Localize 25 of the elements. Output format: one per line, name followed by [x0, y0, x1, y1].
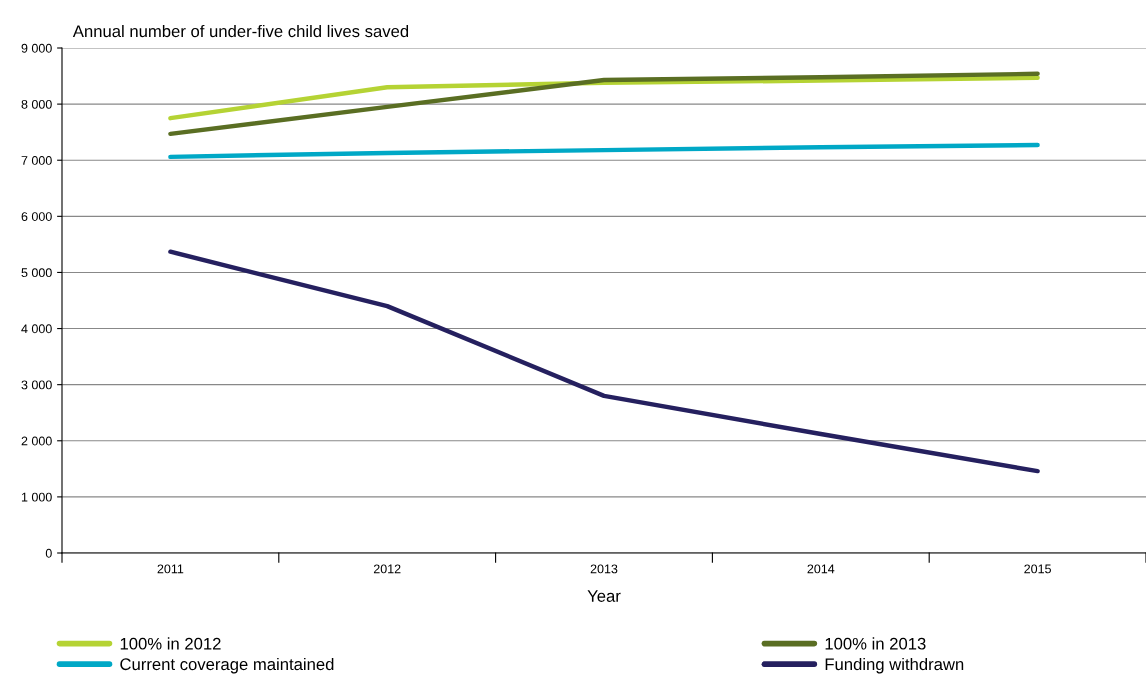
legend-label: 100% in 2013	[825, 637, 926, 650]
x-tick-label: 2011	[157, 564, 184, 574]
y-tick-label: 0	[45, 548, 52, 558]
y-tick-label: 2 000	[21, 436, 52, 446]
legend-label: Current coverage maintained	[120, 657, 334, 674]
y-tick-label: 1 000	[21, 492, 52, 502]
x-tick-label: 2012	[373, 564, 401, 574]
y-tick-label: 9 000	[21, 43, 52, 53]
x-tick-label: 2015	[1024, 564, 1051, 574]
y-tick-label: 4 000	[21, 324, 52, 334]
y-tick-label: 3 000	[21, 380, 52, 390]
line-series	[168, 75, 1040, 121]
y-axis-title: Annual number of under-five child lives saved	[72, 24, 409, 38]
line-series	[168, 142, 1040, 160]
x-axis-title: Year	[587, 590, 621, 602]
legend-label: 100% in 2012	[120, 637, 221, 650]
legend-label: Funding withdrawn	[825, 657, 964, 674]
y-tick-label: 5 000	[21, 268, 52, 278]
x-tick-label: 2014	[807, 564, 835, 574]
x-tick-label: 2013	[590, 564, 618, 574]
line-series	[168, 249, 1040, 474]
line-series	[168, 71, 1040, 137]
y-tick-label: 6 000	[21, 212, 52, 221]
y-tick-label: 8 000	[21, 99, 52, 109]
y-tick-label: 7 000	[21, 156, 52, 165]
